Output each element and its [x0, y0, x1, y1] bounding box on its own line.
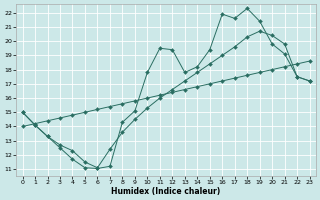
X-axis label: Humidex (Indice chaleur): Humidex (Indice chaleur): [111, 187, 221, 196]
